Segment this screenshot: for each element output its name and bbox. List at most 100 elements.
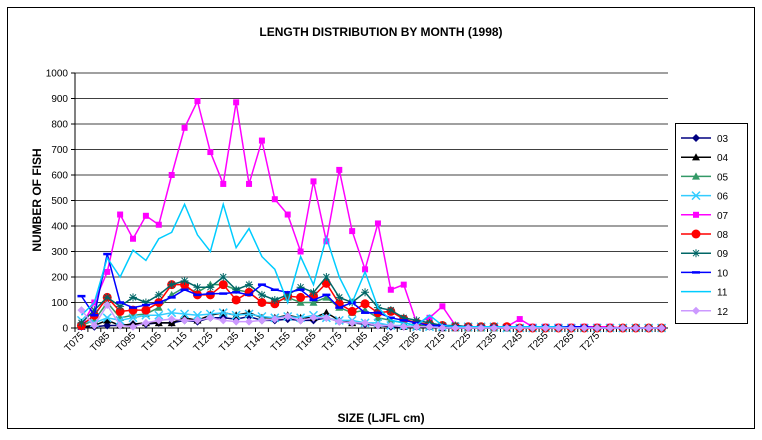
- marker: [349, 228, 356, 235]
- marker: [387, 286, 394, 293]
- marker: [283, 312, 292, 321]
- marker: [231, 295, 241, 305]
- legend-label: 04: [717, 153, 729, 164]
- marker: [193, 316, 202, 325]
- marker: [515, 324, 524, 332]
- marker: [154, 310, 164, 320]
- marker: [128, 313, 138, 323]
- marker: [426, 314, 433, 321]
- marker: [103, 293, 112, 302]
- marker: [218, 308, 228, 318]
- marker: [692, 249, 700, 258]
- y-tick-label: 600: [51, 171, 68, 182]
- legend-label: 03: [717, 134, 729, 145]
- marker: [541, 324, 550, 332]
- marker: [103, 316, 112, 324]
- marker: [361, 318, 370, 327]
- marker: [270, 295, 279, 304]
- marker: [451, 324, 460, 332]
- marker: [322, 273, 331, 281]
- marker: [323, 238, 330, 245]
- legend-label: 10: [717, 268, 729, 279]
- marker: [386, 321, 395, 330]
- marker: [438, 324, 447, 332]
- marker: [297, 248, 304, 255]
- marker: [412, 322, 421, 331]
- marker: [528, 324, 537, 332]
- marker: [154, 303, 163, 311]
- marker: [631, 324, 640, 332]
- marker: [516, 316, 523, 323]
- marker: [257, 316, 266, 325]
- marker: [335, 293, 344, 302]
- marker: [154, 290, 163, 299]
- marker: [644, 324, 653, 332]
- marker: [322, 293, 331, 301]
- marker: [232, 317, 241, 326]
- y-axis-label: NUMBER OF FISH: [30, 148, 44, 251]
- marker: [167, 315, 176, 324]
- marker: [257, 290, 266, 299]
- x-axis-label: SIZE (LJFL cm): [337, 411, 424, 425]
- marker: [116, 321, 125, 330]
- marker: [439, 303, 446, 310]
- marker: [207, 149, 214, 156]
- marker: [296, 298, 305, 306]
- marker: [180, 316, 189, 325]
- marker: [258, 137, 265, 144]
- marker: [335, 317, 344, 326]
- marker: [692, 134, 700, 142]
- marker: [181, 124, 188, 131]
- marker: [296, 283, 305, 292]
- y-tick-label: 200: [51, 273, 68, 284]
- legend-label: 07: [717, 211, 729, 222]
- marker: [309, 313, 318, 322]
- marker: [373, 321, 382, 330]
- marker: [309, 298, 318, 306]
- marker: [348, 318, 357, 327]
- y-tick-label: 100: [51, 298, 68, 309]
- marker: [90, 306, 99, 315]
- marker: [167, 280, 176, 289]
- marker: [141, 298, 150, 307]
- marker: [90, 321, 99, 330]
- marker: [296, 292, 306, 302]
- marker: [322, 308, 331, 316]
- marker: [270, 315, 279, 324]
- marker: [336, 166, 343, 173]
- chart-frame: [7, 7, 755, 429]
- marker: [246, 180, 253, 187]
- y-tick-label: 1000: [46, 69, 69, 80]
- marker: [322, 313, 331, 322]
- marker: [155, 221, 162, 228]
- marker: [141, 318, 150, 327]
- marker: [373, 313, 382, 321]
- series-line: [80, 303, 662, 329]
- marker: [116, 302, 125, 311]
- marker: [567, 324, 576, 332]
- marker: [605, 324, 614, 332]
- marker: [205, 290, 215, 300]
- marker: [231, 310, 241, 320]
- marker: [347, 306, 357, 316]
- marker: [154, 316, 163, 325]
- marker: [192, 310, 202, 320]
- marker: [193, 283, 202, 292]
- marker: [386, 306, 395, 315]
- legend-box: [675, 123, 748, 324]
- marker: [130, 235, 137, 242]
- marker: [142, 212, 149, 219]
- marker: [296, 316, 305, 325]
- y-tick-label: 500: [51, 196, 68, 207]
- marker: [141, 305, 151, 315]
- marker: [102, 313, 112, 323]
- legend-label: 09: [717, 249, 729, 260]
- marker: [218, 280, 228, 290]
- marker: [309, 288, 318, 297]
- marker: [206, 313, 215, 322]
- marker: [489, 324, 498, 332]
- marker: [360, 299, 370, 309]
- marker: [284, 211, 291, 218]
- marker: [691, 191, 701, 201]
- marker: [129, 293, 138, 302]
